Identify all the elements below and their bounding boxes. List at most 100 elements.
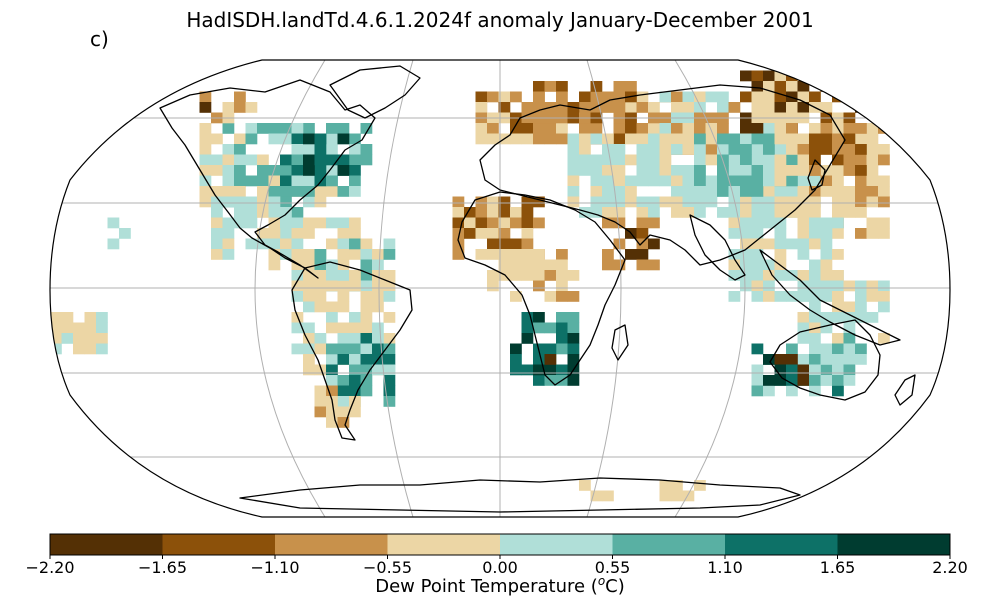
grid-cell <box>487 280 499 292</box>
grid-cell <box>832 301 844 313</box>
grid-cell <box>636 154 649 166</box>
grid-cell <box>625 175 637 187</box>
grid-cell <box>314 270 327 281</box>
grid-cell <box>590 133 603 145</box>
grid-cell <box>245 175 258 187</box>
grid-cell <box>280 186 292 197</box>
grid-cell <box>521 364 534 376</box>
grid-cell <box>337 385 350 397</box>
grid-cell <box>763 259 775 271</box>
grid-cell <box>326 385 338 397</box>
grid-cell <box>694 133 706 145</box>
grid-cell <box>855 280 867 292</box>
grid-cell <box>349 186 361 197</box>
grid-cell <box>199 123 212 134</box>
grid-cell <box>855 312 867 323</box>
grid-cell <box>291 175 304 187</box>
grid-cell <box>659 480 672 491</box>
grid-cell <box>349 375 361 386</box>
grid-cell <box>602 91 614 103</box>
grid-cell <box>774 228 787 239</box>
grid-cell <box>659 144 672 155</box>
grid-cell <box>383 249 396 260</box>
grid-cell <box>820 280 833 292</box>
grid-cell <box>544 259 557 271</box>
grid-cell <box>820 238 833 250</box>
grid-cell <box>303 196 315 208</box>
grid-cell <box>820 133 833 145</box>
grid-cell <box>625 154 637 166</box>
grid-cell <box>257 175 269 187</box>
grid-cell <box>751 385 764 397</box>
grid-cell <box>820 375 833 386</box>
grid-cell <box>866 291 879 302</box>
colorbar-tick-label: −1.10 <box>250 558 300 577</box>
grid-cell <box>337 186 350 197</box>
grid-cell <box>510 123 522 134</box>
grid-cell <box>475 228 488 239</box>
grid-cell <box>314 385 327 397</box>
grid-cell <box>648 102 660 113</box>
grid-cell <box>544 322 557 334</box>
grid-cell <box>694 207 706 218</box>
grid-cell <box>843 343 856 355</box>
south-america-coast <box>291 261 413 441</box>
grid-cell <box>855 91 867 103</box>
grid-cell <box>636 217 649 229</box>
grid-cell <box>820 291 833 302</box>
grid-cell <box>763 217 775 229</box>
grid-cell <box>832 333 844 344</box>
grid-cell <box>567 270 580 281</box>
grid-cell <box>464 217 476 229</box>
grid-cell <box>659 175 672 187</box>
grid-cell <box>728 186 741 197</box>
grid-cell <box>234 175 246 187</box>
grid-cell <box>107 217 120 229</box>
grid-cell <box>671 123 683 134</box>
grid-cell <box>211 249 223 260</box>
grid-cell <box>567 165 580 176</box>
map-boundary <box>49 59 951 518</box>
grid-cell <box>337 238 350 250</box>
grid-cell <box>257 186 269 197</box>
grid-cell <box>567 133 580 145</box>
grid-cell <box>222 165 235 176</box>
grid-cell <box>832 228 844 239</box>
grid-cell <box>372 333 384 344</box>
grid-cell <box>383 333 396 344</box>
grid-cell <box>211 186 223 197</box>
grid-cell <box>613 123 626 134</box>
grid-cell <box>383 396 396 407</box>
grid-cell <box>682 144 695 155</box>
grid-cell <box>832 364 844 376</box>
grid-cell <box>763 238 775 250</box>
grid-cell <box>809 301 821 313</box>
grid-cell <box>763 123 775 134</box>
grid-cell <box>797 91 810 103</box>
grid-cell <box>602 186 614 197</box>
grid-cell <box>383 354 396 365</box>
grid-cell <box>866 165 879 176</box>
grid-cell <box>740 249 752 260</box>
grid-cell <box>567 354 580 365</box>
grid-cell <box>211 217 223 229</box>
colorbar-tick-label: 2.20 <box>932 558 968 577</box>
grid-cell <box>268 207 281 218</box>
grid-cell <box>717 133 729 145</box>
grid-cell <box>349 343 361 355</box>
grid-cell <box>383 312 396 323</box>
grid-cell <box>774 196 787 208</box>
grid-cell <box>360 238 373 250</box>
grid-cell <box>337 165 350 176</box>
grid-cell <box>671 490 683 502</box>
grid-cell <box>728 102 741 113</box>
grid-cell <box>487 249 499 260</box>
grid-cell <box>855 207 867 218</box>
grid-cell <box>326 217 338 229</box>
grid-cell <box>498 91 511 103</box>
grid-cell <box>314 291 327 302</box>
grid-cell <box>763 291 775 302</box>
grid-cell <box>682 490 695 502</box>
grid-cell <box>797 228 810 239</box>
grid-cell <box>383 343 396 355</box>
